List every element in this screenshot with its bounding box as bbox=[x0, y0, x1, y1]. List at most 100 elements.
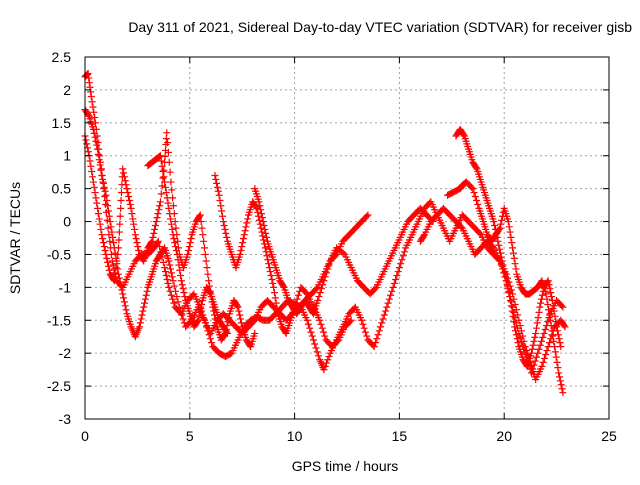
data-point bbox=[372, 339, 380, 347]
data-point bbox=[506, 293, 514, 301]
data-point bbox=[218, 207, 226, 215]
data-point bbox=[91, 189, 99, 197]
data-point bbox=[509, 249, 517, 257]
data-point bbox=[530, 337, 538, 345]
data-point bbox=[195, 212, 203, 220]
data-point bbox=[324, 356, 332, 364]
data-point bbox=[279, 282, 287, 290]
data-point bbox=[197, 218, 205, 226]
data-point bbox=[321, 273, 329, 281]
data-point bbox=[271, 294, 279, 302]
data-point bbox=[214, 187, 222, 195]
data-point bbox=[346, 318, 354, 326]
data-point bbox=[169, 277, 177, 285]
x-tick-label: 10 bbox=[287, 428, 303, 444]
data-point bbox=[108, 228, 116, 236]
data-point bbox=[237, 247, 245, 255]
data-point bbox=[186, 239, 194, 247]
data-point bbox=[260, 221, 268, 229]
data-point bbox=[545, 306, 553, 314]
data-point bbox=[213, 183, 221, 191]
y-tick-label: -3 bbox=[59, 411, 72, 427]
data-point bbox=[167, 215, 175, 223]
data-point bbox=[261, 244, 269, 252]
data-point bbox=[383, 303, 391, 311]
data-point bbox=[521, 349, 529, 357]
data-point bbox=[151, 221, 159, 229]
data-point bbox=[220, 221, 228, 229]
data-point bbox=[388, 287, 396, 295]
data-point bbox=[94, 145, 102, 153]
data-point bbox=[553, 327, 561, 335]
data-point bbox=[498, 216, 506, 224]
data-point bbox=[98, 231, 106, 239]
data-point bbox=[132, 235, 140, 243]
data-point bbox=[225, 314, 233, 322]
y-tick-label: 2.5 bbox=[52, 49, 72, 65]
data-point bbox=[490, 218, 498, 226]
data-point bbox=[150, 229, 158, 237]
data-point bbox=[255, 198, 263, 206]
data-point bbox=[551, 348, 559, 356]
data-point bbox=[251, 329, 259, 337]
data-point bbox=[256, 202, 264, 210]
data-point bbox=[272, 299, 280, 307]
data-point bbox=[177, 277, 185, 285]
data-point bbox=[510, 308, 518, 316]
data-point bbox=[187, 235, 195, 243]
data-point bbox=[553, 358, 561, 366]
data-point bbox=[195, 312, 203, 320]
data-point bbox=[559, 389, 567, 397]
data-point bbox=[549, 332, 557, 340]
data-point bbox=[92, 137, 100, 145]
data-point bbox=[363, 212, 371, 220]
data-point bbox=[120, 169, 128, 177]
data-point bbox=[156, 202, 164, 210]
data-point bbox=[496, 224, 504, 232]
data-point bbox=[262, 229, 270, 237]
data-point bbox=[259, 218, 267, 226]
data-point bbox=[371, 285, 379, 293]
data-point bbox=[166, 168, 174, 176]
data-point bbox=[239, 239, 247, 247]
data-point bbox=[167, 269, 175, 277]
data-point bbox=[157, 157, 165, 165]
data-point bbox=[556, 373, 564, 381]
data-point bbox=[555, 369, 563, 377]
data-point bbox=[538, 291, 546, 299]
data-point bbox=[514, 339, 522, 347]
data-point bbox=[325, 261, 333, 269]
data-point bbox=[163, 194, 171, 202]
data-point bbox=[160, 166, 168, 174]
data-point bbox=[501, 273, 509, 281]
data-point bbox=[360, 324, 368, 332]
data-point bbox=[99, 179, 107, 187]
x-axis-title: GPS time / hours bbox=[292, 458, 399, 474]
data-point bbox=[540, 354, 548, 362]
y-tick-label: 0.5 bbox=[52, 181, 72, 197]
data-point bbox=[560, 322, 568, 330]
data-point bbox=[400, 248, 408, 256]
data-point bbox=[138, 311, 146, 319]
data-point bbox=[281, 328, 289, 336]
data-point bbox=[96, 220, 104, 228]
x-tick-label: 5 bbox=[186, 428, 194, 444]
series-track-e bbox=[144, 152, 232, 337]
series-track-c bbox=[81, 129, 259, 351]
data-point bbox=[373, 335, 381, 343]
data-point bbox=[163, 129, 171, 137]
data-point bbox=[97, 166, 105, 174]
data-point bbox=[149, 233, 157, 241]
data-point bbox=[199, 231, 207, 239]
data-point bbox=[320, 366, 328, 374]
data-point bbox=[522, 353, 530, 361]
data-point bbox=[524, 357, 532, 365]
data-point bbox=[497, 261, 505, 269]
data-point bbox=[99, 239, 107, 247]
data-point bbox=[109, 233, 117, 241]
data-point bbox=[127, 204, 135, 212]
data-point bbox=[257, 206, 265, 214]
data-point bbox=[107, 223, 115, 231]
data-point bbox=[120, 294, 128, 302]
data-point bbox=[233, 302, 241, 310]
